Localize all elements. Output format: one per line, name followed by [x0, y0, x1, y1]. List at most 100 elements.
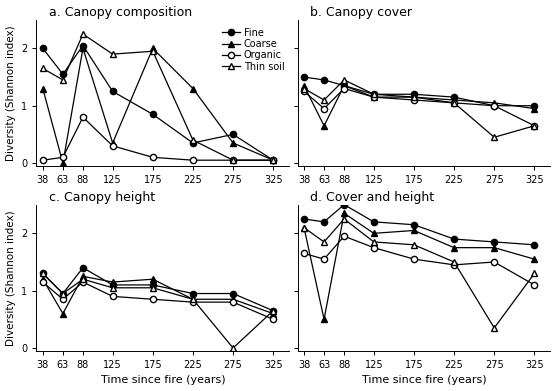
Line: Fine: Fine	[301, 74, 538, 109]
Line: Fine: Fine	[39, 42, 276, 163]
Coarse	[451, 98, 458, 102]
Fine	[190, 141, 196, 145]
Line: Coarse: Coarse	[301, 210, 538, 323]
Coarse	[80, 46, 86, 51]
Organic	[190, 300, 196, 305]
Fine	[531, 242, 538, 247]
Line: Thin soil: Thin soil	[301, 216, 538, 331]
Text: d. Cover and height: d. Cover and height	[310, 190, 434, 203]
Coarse	[230, 141, 236, 145]
Coarse	[190, 86, 196, 91]
Coarse	[110, 280, 116, 284]
Organic	[370, 245, 377, 250]
Organic	[39, 280, 46, 284]
Fine	[230, 132, 236, 137]
Fine	[491, 103, 498, 108]
Thin soil	[270, 158, 276, 163]
Line: Coarse: Coarse	[39, 45, 276, 166]
Fine	[190, 291, 196, 296]
Text: b. Canopy cover: b. Canopy cover	[310, 5, 412, 18]
Coarse	[301, 225, 307, 230]
Organic	[341, 86, 348, 91]
Coarse	[270, 158, 276, 163]
Coarse	[451, 245, 458, 250]
Organic	[230, 158, 236, 163]
Fine	[230, 291, 236, 296]
Organic	[59, 297, 66, 301]
Thin soil	[370, 240, 377, 244]
Organic	[270, 317, 276, 322]
Line: Thin soil: Thin soil	[301, 77, 538, 140]
Organic	[80, 280, 86, 284]
Thin soil	[110, 52, 116, 56]
Coarse	[230, 297, 236, 301]
Coarse	[270, 311, 276, 316]
Fine	[80, 43, 86, 48]
Thin soil	[59, 77, 66, 82]
Thin soil	[370, 92, 377, 97]
Coarse	[411, 95, 418, 99]
Coarse	[341, 83, 348, 88]
Line: Organic: Organic	[39, 279, 276, 323]
Fine	[341, 202, 348, 207]
Line: Coarse: Coarse	[39, 273, 276, 317]
Thin soil	[190, 138, 196, 142]
Thin soil	[341, 217, 348, 221]
Organic	[531, 124, 538, 128]
Y-axis label: Diversity (Shannon index): Diversity (Shannon index)	[6, 25, 16, 161]
Organic	[39, 158, 46, 163]
Coarse	[150, 46, 156, 51]
Organic	[301, 251, 307, 256]
Coarse	[491, 245, 498, 250]
Thin soil	[39, 271, 46, 276]
Organic	[411, 257, 418, 262]
Text: c. Canopy height: c. Canopy height	[49, 190, 155, 203]
Organic	[270, 158, 276, 163]
Organic	[491, 103, 498, 108]
Thin soil	[39, 66, 46, 71]
Fine	[80, 265, 86, 270]
Fine	[411, 222, 418, 227]
Thin soil	[150, 285, 156, 290]
Organic	[150, 155, 156, 160]
Line: Fine: Fine	[39, 265, 276, 314]
Thin soil	[80, 277, 86, 282]
Organic	[491, 260, 498, 264]
Thin soil	[411, 242, 418, 247]
Organic	[411, 98, 418, 102]
Fine	[451, 95, 458, 99]
Organic	[80, 115, 86, 120]
Thin soil	[411, 95, 418, 99]
X-axis label: Time since fire (years): Time since fire (years)	[101, 375, 225, 386]
Fine	[150, 112, 156, 117]
Fine	[270, 158, 276, 163]
Fine	[451, 237, 458, 241]
Thin soil	[491, 326, 498, 330]
Organic	[341, 234, 348, 239]
Line: Organic: Organic	[301, 85, 538, 129]
Thin soil	[301, 225, 307, 230]
Coarse	[370, 231, 377, 236]
Fine	[341, 83, 348, 88]
Thin soil	[230, 158, 236, 163]
Coarse	[531, 106, 538, 111]
Fine	[321, 77, 327, 82]
Coarse	[491, 100, 498, 105]
Organic	[531, 283, 538, 287]
Thin soil	[190, 297, 196, 301]
Organic	[110, 143, 116, 148]
Coarse	[39, 277, 46, 282]
Coarse	[411, 228, 418, 233]
Thin soil	[491, 135, 498, 140]
Thin soil	[531, 124, 538, 128]
Coarse	[370, 95, 377, 99]
Coarse	[341, 211, 348, 215]
Legend: Fine, Coarse, Organic, Thin soil: Fine, Coarse, Organic, Thin soil	[219, 23, 288, 76]
Fine	[321, 219, 327, 224]
Coarse	[531, 257, 538, 262]
Thin soil	[110, 285, 116, 290]
Line: Thin soil: Thin soil	[39, 31, 276, 163]
Thin soil	[270, 308, 276, 313]
Organic	[190, 158, 196, 163]
Line: Thin soil: Thin soil	[39, 270, 276, 351]
